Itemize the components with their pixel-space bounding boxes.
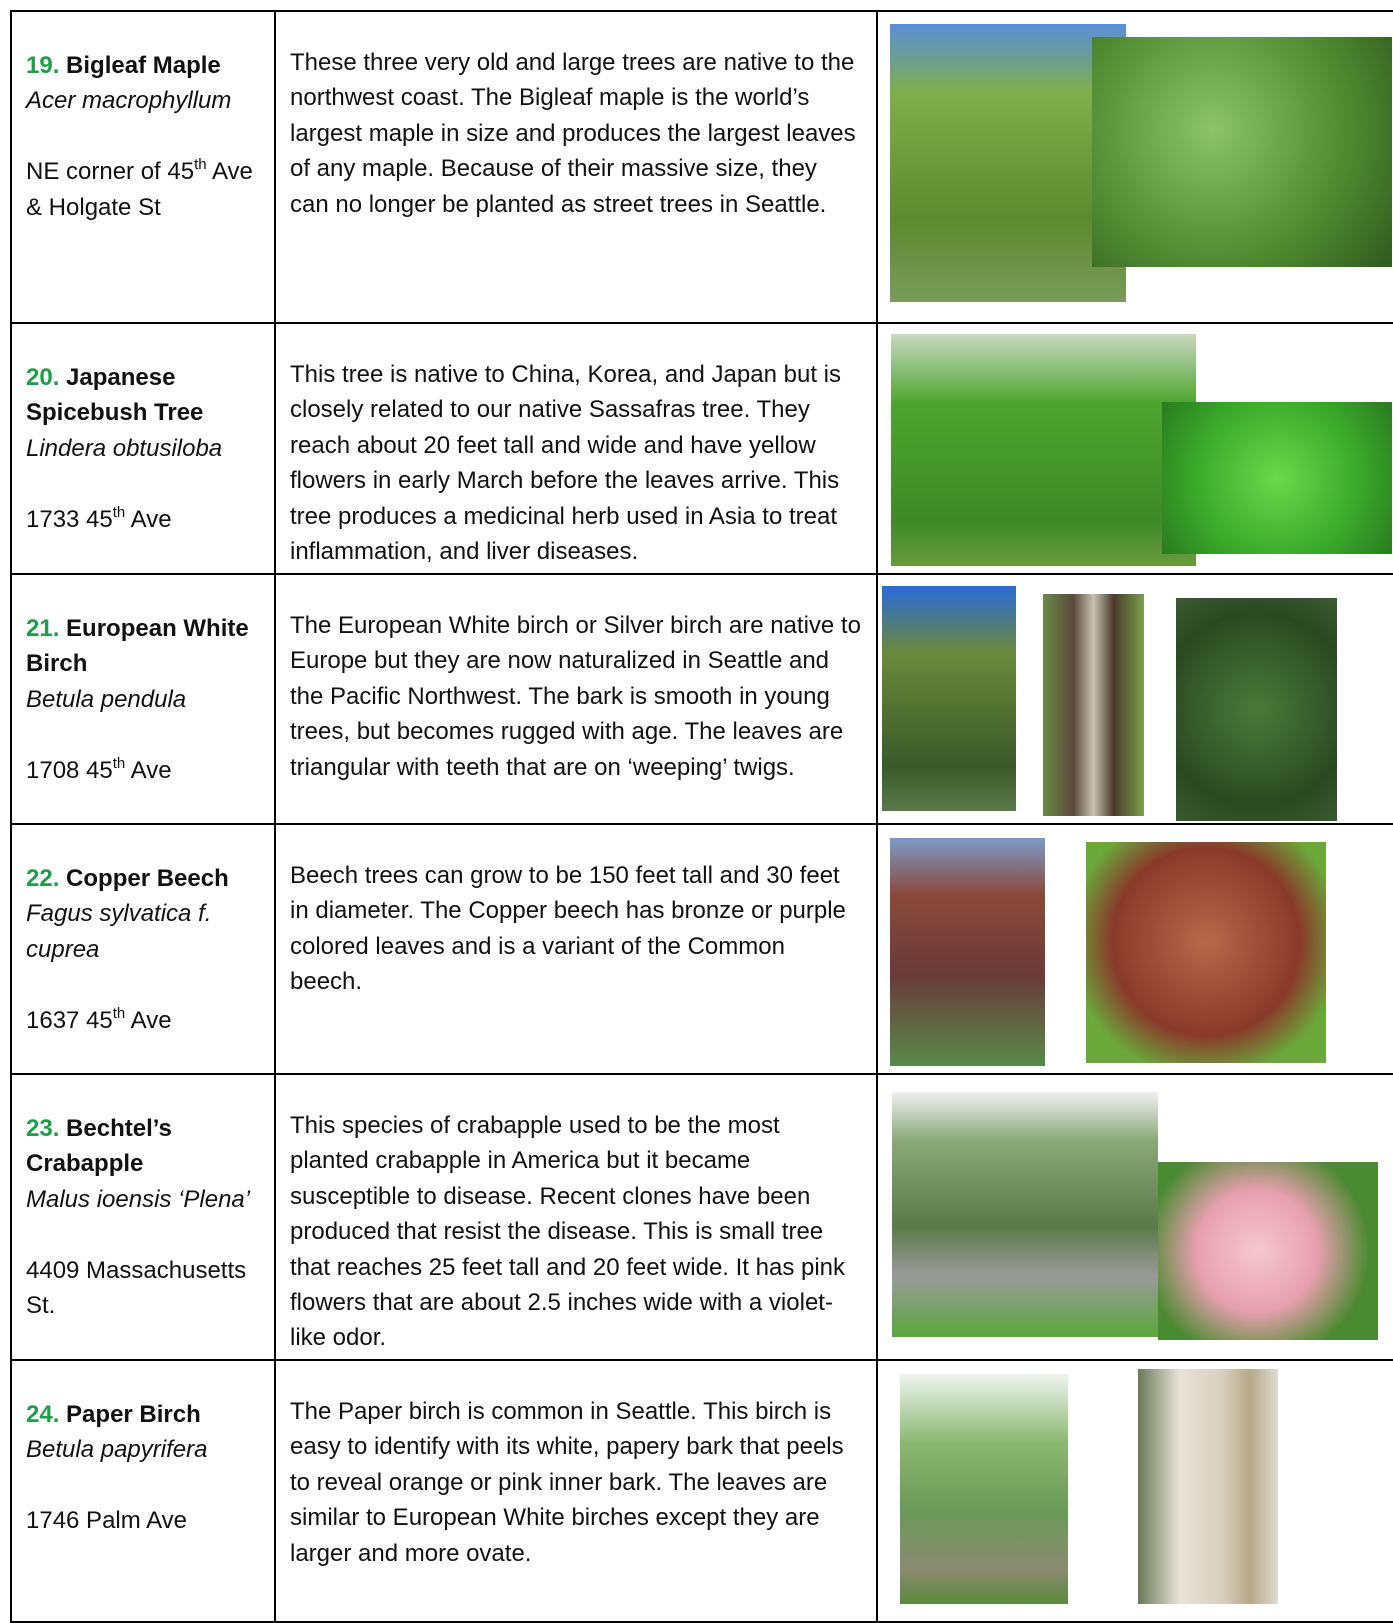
tree-info: 21. European White Birch Betula pendula 17… (10, 573, 276, 825)
address-text: 1637 45 (26, 1006, 113, 1034)
photo (891, 334, 1196, 566)
address-text: Ave (130, 756, 172, 784)
photo (890, 24, 1126, 302)
tree-info: 24. Paper Birch Betula papyrifera 1746 Pal… (10, 1359, 276, 1623)
photo (882, 586, 1016, 811)
spacer (26, 119, 274, 154)
tree-number: 23. (26, 1115, 60, 1142)
address-sup: th (112, 754, 126, 772)
address: 4409 Massachusetts St. (26, 1253, 274, 1324)
address-sup: th (112, 1004, 126, 1022)
photo (1092, 37, 1392, 267)
tree-number: 21. (26, 615, 60, 642)
photo (900, 1374, 1068, 1604)
tree-number: 20. (26, 364, 60, 391)
spacer (26, 717, 274, 752)
photo (1138, 1369, 1278, 1604)
tree-heading: 20. Japanese Spicebush Tree (26, 360, 274, 431)
scientific-name: Lindera obtusiloba (26, 434, 223, 462)
tree-number: 22. (26, 865, 60, 892)
row: 24. Paper Birch Betula papyrifera 1746 Pal… (10, 1359, 1393, 1623)
photos (876, 823, 1393, 1075)
tree-number: 19. (26, 52, 60, 79)
address: 1637 45th Ave (26, 1003, 274, 1038)
photos (876, 1073, 1393, 1361)
photo (892, 1092, 1158, 1337)
address-text: 1733 45 (26, 505, 113, 533)
photo (1086, 842, 1326, 1063)
address-text: 1708 45 (26, 756, 113, 784)
scientific-name: Betula pendula (26, 685, 187, 713)
row: 23. Bechtel’s Crabapple Malus ioensis ‘Pl… (10, 1073, 1393, 1361)
address: NE corner of 45th Ave & Holgate St (26, 154, 274, 225)
address-text: Ave (130, 1006, 172, 1034)
address-sup: th (194, 156, 207, 174)
photo (1158, 1162, 1378, 1340)
tree-info: 19. Bigleaf Maple Acer macrophyllum NE cor… (10, 10, 276, 324)
tree-name: Japanese Spicebush Tree (26, 364, 204, 427)
description: These three very old and large trees are… (274, 10, 878, 324)
tree-heading: 21. European White Birch (26, 611, 274, 682)
address: 1733 45th Ave (26, 502, 274, 537)
tree-name: Bigleaf Maple (66, 52, 221, 79)
address: 1746 Palm Ave (26, 1503, 274, 1538)
description: This species of crabapple used to be the… (274, 1073, 878, 1361)
address-text: 1746 Palm Ave (26, 1507, 188, 1535)
tree-name: Copper Beech (66, 865, 229, 892)
photos (876, 573, 1393, 825)
scientific-name: Malus ioensis ‘Plena’ (26, 1185, 251, 1213)
photo (1162, 402, 1392, 554)
photo (1176, 598, 1337, 821)
spacer (26, 967, 274, 1002)
tree-name: Bechtel’s Crabapple (26, 1115, 172, 1178)
tree-heading: 22. Copper Beech (26, 861, 274, 896)
row: 22. Copper Beech Fagus sylvatica f. cupre… (10, 823, 1393, 1075)
spacer (26, 1468, 274, 1503)
description: The European White birch or Silver birch… (274, 573, 878, 825)
address-text: 4409 Massachusetts St. (26, 1256, 247, 1320)
tree-heading: 19. Bigleaf Maple (26, 48, 274, 83)
scientific-name: Acer macrophyllum (26, 87, 232, 115)
address: 1708 45th Ave (26, 753, 274, 788)
spacer (26, 466, 274, 501)
spacer (26, 1217, 274, 1252)
photos (876, 322, 1393, 575)
tree-info: 22. Copper Beech Fagus sylvatica f. cupre… (10, 823, 276, 1075)
address-sup: th (112, 503, 126, 521)
row: 21. European White Birch Betula pendula 17… (10, 573, 1393, 825)
description: The Paper birch is common in Seattle. Th… (274, 1359, 878, 1623)
tree-heading: 24. Paper Birch (26, 1397, 274, 1432)
photo (890, 838, 1045, 1066)
scientific-name: Fagus sylvatica f. cuprea (26, 900, 212, 963)
photo (1043, 594, 1144, 816)
address-text: NE corner of 45 (26, 158, 195, 186)
description: This tree is native to China, Korea, and… (274, 322, 878, 575)
tree-name: Paper Birch (66, 1401, 201, 1428)
tree-number: 24. (26, 1401, 60, 1428)
tree-info: 23. Bechtel’s Crabapple Malus ioensis ‘Pl… (10, 1073, 276, 1361)
photos (876, 1359, 1393, 1623)
tree-info: 20. Japanese Spicebush Tree Lindera obtus… (10, 322, 276, 575)
tree-heading: 23. Bechtel’s Crabapple (26, 1111, 274, 1182)
row: 19. Bigleaf Maple Acer macrophyllum NE cor… (10, 10, 1393, 324)
row: 20. Japanese Spicebush Tree Lindera obtus… (10, 322, 1393, 575)
photos (876, 10, 1393, 324)
scientific-name: Betula papyrifera (26, 1436, 208, 1464)
address-text: Ave (130, 505, 172, 533)
tree-name: European White Birch (26, 615, 249, 678)
description: Beech trees can grow to be 150 feet tall… (274, 823, 878, 1075)
address-text: Ave & Holgate St (26, 158, 253, 221)
tree-table: 19. Bigleaf Maple Acer macrophyllum NE cor… (10, 10, 1393, 1623)
